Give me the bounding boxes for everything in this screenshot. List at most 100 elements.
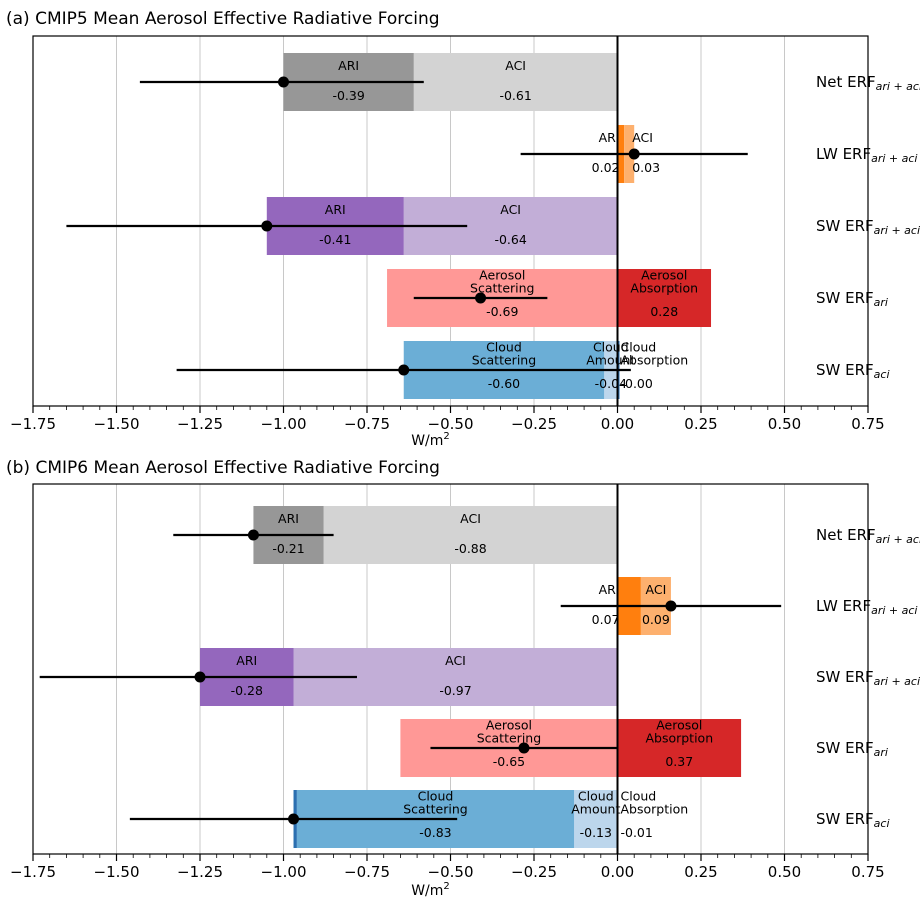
mean-point <box>278 76 289 88</box>
x-tick-label: −1.75 <box>10 863 56 881</box>
bar-value-label: -0.88 <box>454 541 486 556</box>
bar-label: ACI <box>460 511 481 526</box>
bar-value-label: -0.60 <box>488 376 520 391</box>
x-tick-label: 0.75 <box>851 415 884 433</box>
bar-segment <box>323 506 618 564</box>
bar-label: Cloud <box>621 789 657 804</box>
bar-label: Absorption <box>621 353 689 368</box>
bar-segment <box>574 790 618 848</box>
mean-point <box>247 529 259 541</box>
row-label: SW ERFari <box>816 739 888 759</box>
bar-label: Scattering <box>470 281 534 296</box>
bar-label: Scattering <box>472 353 536 368</box>
bar-value-label: 0.09 <box>642 612 670 627</box>
x-tick-label: −1.75 <box>10 415 56 433</box>
x-axis-label: W/m2 <box>411 881 450 899</box>
row-label: SW ERFari + aci <box>816 668 920 688</box>
bar-segment <box>617 719 742 777</box>
x-tick-label: 0.00 <box>601 415 634 433</box>
bar-value-label: -0.21 <box>272 541 304 556</box>
chart-panel: ACI -0.88 ARI -0.21 Net ERFari + aci ARI 0.07 A… <box>6 458 920 899</box>
bar-value-label: -0.83 <box>419 825 451 840</box>
x-tick-label: −1.25 <box>177 863 223 881</box>
row-label: LW ERFari + aci <box>816 597 917 617</box>
bar-label: Aerosol <box>479 268 525 283</box>
bar-value-label: 0.03 <box>632 160 660 175</box>
bar-value-label: 0.02 <box>592 160 620 175</box>
x-tick-label: −0.50 <box>428 863 474 881</box>
bar-value-label: 0.07 <box>592 612 620 627</box>
bar-label: Aerosol <box>641 268 687 283</box>
row-label: LW ERFari + aci <box>816 145 917 165</box>
bar-value-label: -0.64 <box>494 232 526 247</box>
mean-point <box>194 671 206 683</box>
bar-value-label: -0.61 <box>499 88 531 103</box>
x-tick-label: −1.50 <box>94 863 140 881</box>
x-tick-label: −1.00 <box>261 415 307 433</box>
bar-value-label: -0.39 <box>332 88 364 103</box>
x-tick-label: −0.25 <box>511 863 557 881</box>
x-tick-label: −0.50 <box>428 415 474 433</box>
x-tick-label: −0.25 <box>511 415 557 433</box>
x-axis-label: W/m2 <box>411 431 450 449</box>
bar-label: Cloud <box>593 340 629 355</box>
bar-label: Amount <box>571 802 620 817</box>
mean-point <box>288 813 300 825</box>
x-tick-label: −1.25 <box>177 415 223 433</box>
bar-value-label: -0.13 <box>580 825 612 840</box>
bar-label: Cloud <box>418 789 454 804</box>
x-tick-label: 0.75 <box>851 863 884 881</box>
bar-value-label: 0.37 <box>665 754 693 769</box>
mean-point <box>518 742 530 754</box>
bar-value-label: -0.69 <box>486 304 518 319</box>
chart-panel: ACI -0.61 ARI -0.39 Net ERFari + aci ARI 0.02 A… <box>6 9 920 449</box>
mean-point <box>398 364 410 376</box>
bar-label: Cloud <box>578 789 614 804</box>
bar-value-label: -0.01 <box>621 825 653 840</box>
bar-value-label: -0.00 <box>621 376 653 391</box>
bar-label: Scattering <box>477 731 541 746</box>
row-label: SW ERFari <box>816 289 888 309</box>
x-tick-label: 0.25 <box>684 415 717 433</box>
bar-label: ARI <box>236 653 257 668</box>
bar-label: ARI <box>325 202 346 217</box>
mean-point <box>628 148 640 160</box>
x-tick-label: −0.75 <box>344 863 390 881</box>
bar-label: Cloud <box>621 340 657 355</box>
bar-label: Aerosol <box>656 718 702 733</box>
x-tick-label: 0.50 <box>768 863 801 881</box>
bar-value-label: -0.04 <box>595 376 627 391</box>
bar-segment <box>617 269 712 327</box>
bar-label: Absorption <box>621 802 689 817</box>
bar-label: Amount <box>586 353 635 368</box>
bar-value-label: -0.28 <box>231 683 263 698</box>
mean-point <box>261 220 273 232</box>
bar-label: ACI <box>646 582 667 597</box>
x-tick-label: −0.75 <box>344 415 390 433</box>
bar-label: Aerosol <box>486 718 532 733</box>
bar-value-label: 0.28 <box>650 304 678 319</box>
x-tick-label: 0.25 <box>684 863 717 881</box>
row-label: Net ERFari + aci <box>816 73 920 93</box>
chart-title: (b) CMIP6 Mean Aerosol Effective Radiati… <box>6 458 440 478</box>
row-label: SW ERFari + aci <box>816 217 920 237</box>
bar-label: Absorption <box>645 731 713 746</box>
bar-label: Absorption <box>630 281 698 296</box>
bar-label: ARI <box>599 130 620 145</box>
x-tick-label: 0.50 <box>768 415 801 433</box>
bar-value-label: -0.65 <box>493 754 525 769</box>
chart-title: (a) CMIP5 Mean Aerosol Effective Radiati… <box>6 9 440 29</box>
x-tick-label: −1.00 <box>261 863 307 881</box>
bar-label: ARI <box>278 511 299 526</box>
bar-label: ACI <box>632 130 653 145</box>
row-label: SW ERFaci <box>816 361 890 381</box>
bar-label: Cloud <box>486 340 522 355</box>
bar-segment <box>413 53 618 111</box>
bar-label: Scattering <box>403 802 467 817</box>
bar-label: ACI <box>445 653 466 668</box>
mean-point <box>665 600 677 612</box>
row-label: Net ERFari + aci <box>816 526 920 546</box>
x-tick-label: 0.00 <box>601 863 634 881</box>
